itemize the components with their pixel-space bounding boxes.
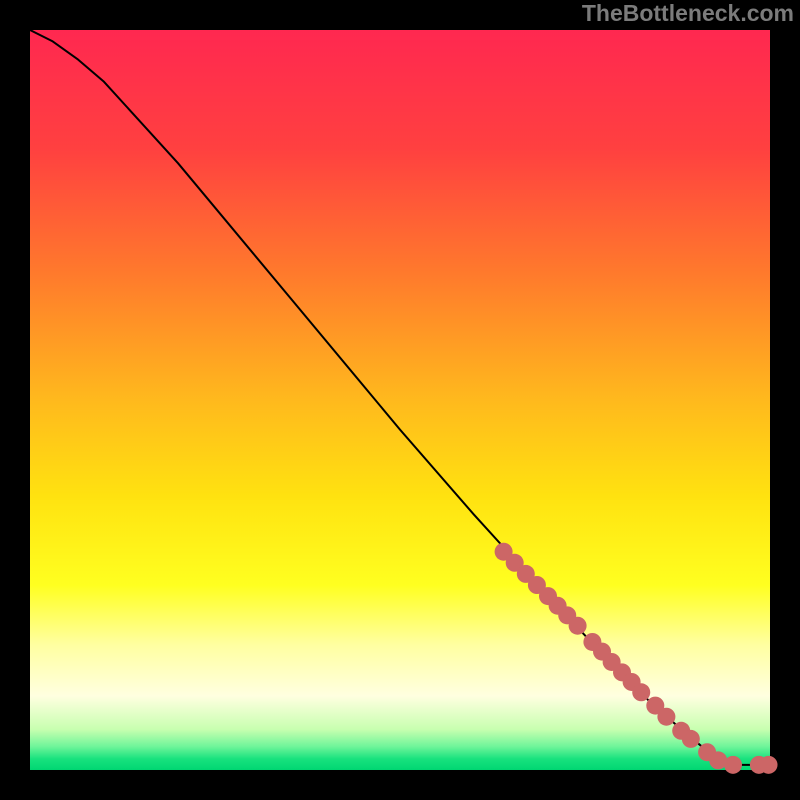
data-marker bbox=[632, 683, 650, 701]
data-marker bbox=[657, 708, 675, 726]
data-marker bbox=[569, 617, 587, 635]
chart-svg bbox=[0, 0, 800, 800]
chart-container: TheBottleneck.com bbox=[0, 0, 800, 800]
data-marker bbox=[724, 756, 742, 774]
plot-background bbox=[30, 30, 770, 770]
attribution-watermark: TheBottleneck.com bbox=[582, 0, 794, 27]
data-marker bbox=[760, 756, 778, 774]
data-marker bbox=[682, 730, 700, 748]
